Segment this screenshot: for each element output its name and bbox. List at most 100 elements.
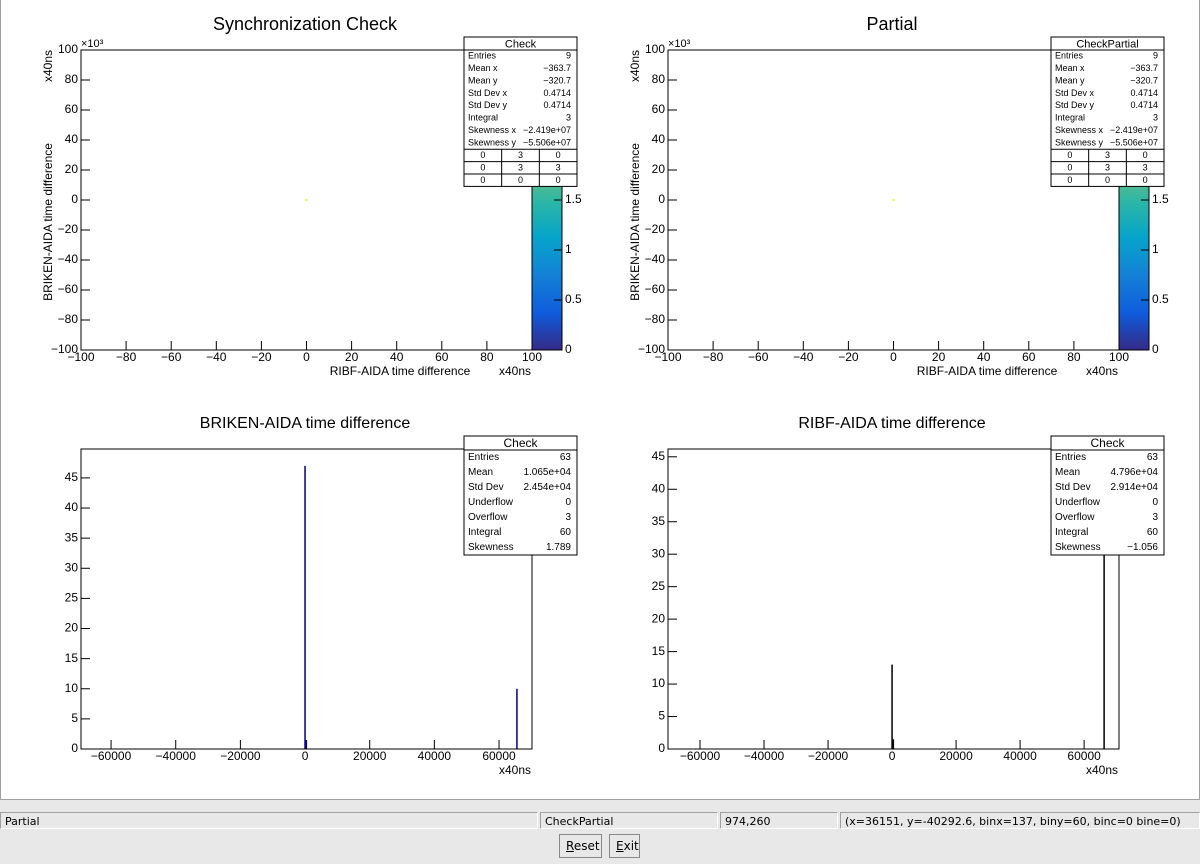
stats-value: 0 [565,497,571,508]
stats-cell: 0 [556,150,561,160]
x-axis-unit: x40ns [1086,763,1118,777]
y-tick-label: −60 [58,282,79,296]
stats-value: 0.4714 [543,100,571,110]
root-canvas: Synchronization Check −100 −80 −60 −40 −20 0 20… [0,0,1200,800]
x-tick-label: 0 [890,350,897,364]
stats-name: Mean [1055,467,1080,478]
stats-name: Mean [468,467,493,478]
y-tick-label: 0 [71,192,78,206]
y-tick-label: 15 [65,651,79,665]
stats-value: 0 [1152,497,1158,508]
stats-name: Std Dev x [468,88,508,98]
stats-name: Skewness [468,542,514,553]
stats-cell: 0 [480,150,485,160]
x-axis-unit: x40ns [499,364,531,378]
stats-value: −363.7 [1130,63,1158,73]
x-tick-label: 60 [435,350,449,364]
stats-name: Mean y [468,75,498,85]
stats-value: 3 [1153,113,1158,123]
stats-value: 0.4714 [1130,88,1158,98]
stats-title: Check [1090,436,1125,450]
y-tick-label: 40 [65,500,79,514]
y-tick-label: 0 [658,741,665,755]
x-tick-label: −80 [116,350,137,364]
pad-title: Partial [866,14,917,34]
bar [304,465,306,749]
y-axis-unit: x40ns [628,50,642,82]
stats-name: Std Dev [468,482,504,493]
stats-cell: 3 [1105,162,1110,172]
x-tick-label: 100 [522,350,542,364]
y-tick-label: −100 [638,342,665,356]
y-tick-label: 10 [652,676,666,690]
y-tick-label: −20 [58,222,79,236]
x-tick-label: 80 [480,350,494,364]
stats-value: 9 [1153,51,1158,61]
x-tick-label: 100 [1109,350,1129,364]
y-tick-label: −80 [58,312,79,326]
z-tick-label: 1.5 [1152,192,1169,206]
y-tick-label: 35 [652,514,666,528]
x-tick-label: −100 [654,350,681,364]
y-tick-label: 100 [58,42,78,56]
exit-button[interactable]: Exit [609,834,640,858]
stats-cell: 0 [518,175,523,185]
stats-value: 0.4714 [1130,100,1158,110]
x-tick-label: −60000 [680,749,721,763]
stats-name: Entries [1055,452,1086,463]
stats-name: Skewness [1055,542,1101,553]
y-axis-label: BRIKEN-AIDA time difference [628,143,642,301]
stats-name: Mean x [468,63,498,73]
z-tick-label: 0 [565,342,572,356]
y-tick-label: −80 [645,312,666,326]
canvas-svg: Synchronization Check −100 −80 −60 −40 −20 0 20… [41,14,1169,777]
stats-value: −363.7 [543,63,571,73]
y-tick-label: 25 [65,591,79,605]
x-axis-unit: x40ns [499,763,531,777]
stats-name: Overflow [468,512,508,523]
frame [80,448,533,750]
reset-button[interactable]: Reset [559,834,602,858]
x-tick-label: 0 [303,350,310,364]
x-axis-label: RIBF-AIDA time difference [917,364,1058,378]
stats-value: 63 [560,452,572,463]
y-tick-label: 25 [652,579,666,593]
frame [80,49,533,351]
stats-name: Entries [468,452,499,463]
bar [305,739,308,749]
z-tick-label: 1 [1152,242,1159,256]
stats-value: −5.506e+07 [1110,137,1158,147]
x-tick-label: 40 [390,350,404,364]
y-multiplier: ×10³ [668,38,691,50]
y-tick-label: 60 [652,102,666,116]
y-tick-label: −40 [58,252,79,266]
status-field: CheckPartial [540,812,718,829]
bar [891,664,893,749]
x-tick-label: −40 [206,350,227,364]
frame [667,49,1120,351]
stats-name: Integral [1055,527,1088,538]
stats-cell: 3 [518,162,523,172]
y-tick-label: 20 [652,611,666,625]
y-tick-label: 0 [658,192,665,206]
stats-value: 60 [1147,527,1159,538]
x-tick-label: 20000 [353,749,387,763]
stats-value: 3 [1152,512,1158,523]
stats-name: Overflow [1055,512,1095,523]
y-tick-label: 40 [652,481,666,495]
stats-cell: 0 [1143,150,1148,160]
pad-title: RIBF-AIDA time difference [798,415,985,432]
y-tick-label: 40 [65,132,79,146]
y-tick-label: 20 [652,162,666,176]
status-field: 974,260 [720,812,838,829]
y-tick-label: 0 [71,741,78,755]
x-tick-label: 60000 [1067,749,1101,763]
stats-value: 3 [565,512,571,523]
y-tick-label: 60 [65,102,79,116]
y-tick-label: 30 [65,560,79,574]
y-multiplier: ×10³ [81,38,104,50]
stats-value: 2.454e+04 [523,482,571,493]
stats-box [1050,435,1165,556]
stats-value: 2.914e+04 [1110,482,1158,493]
